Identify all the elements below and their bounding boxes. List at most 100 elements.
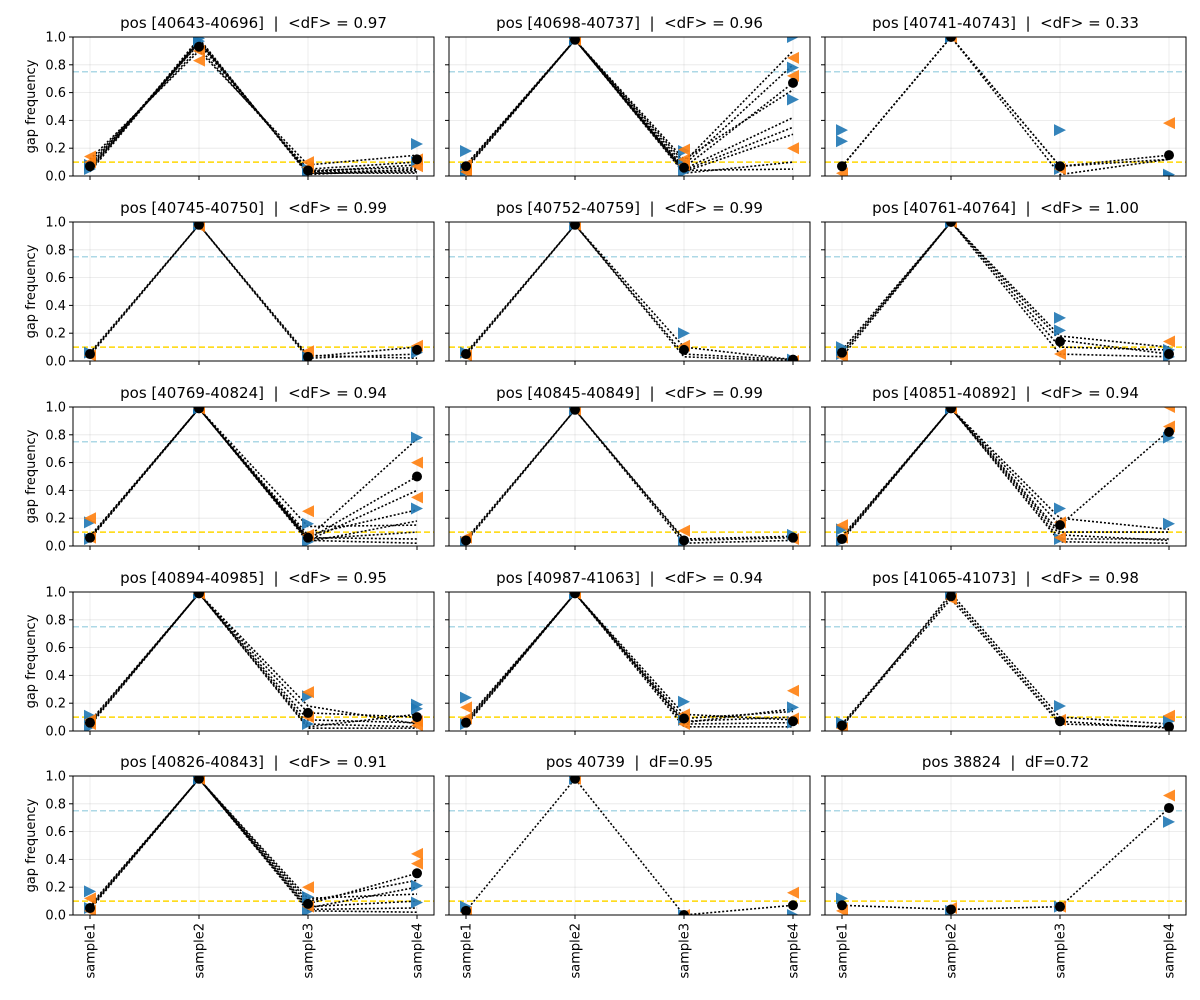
mean-dot-marker <box>1055 716 1065 727</box>
mean-dot-marker <box>679 910 689 915</box>
blue-triangle-marker <box>1054 124 1066 137</box>
panel-frame <box>72 36 435 177</box>
y-tick-label: 1.0 <box>45 216 66 231</box>
x-tick-label: sample4 <box>787 923 802 979</box>
orange-triangle-marker <box>84 892 96 905</box>
blue-triangle-marker <box>836 135 848 148</box>
y-tick-label: 0.8 <box>45 428 66 443</box>
orange-triangle-marker <box>1163 789 1175 802</box>
panel-data <box>84 407 423 546</box>
x-tick-label: sample1 <box>460 923 475 979</box>
panel-data <box>84 222 423 361</box>
mean-dot-marker <box>1164 349 1174 360</box>
mean-dot-marker <box>194 776 204 784</box>
series-line <box>465 592 794 726</box>
panel-title: pos [40698-40737] | <dF> = 0.96 <box>496 14 763 32</box>
y-tick-label: 0.0 <box>45 355 66 370</box>
series-line <box>841 597 1170 728</box>
series-line <box>841 222 1170 351</box>
panel-frame <box>824 591 1187 732</box>
orange-triangle-marker <box>1163 117 1175 130</box>
blue-triangle-marker <box>84 885 96 898</box>
panel-frame <box>448 221 811 362</box>
orange-triangle-marker <box>1163 709 1175 722</box>
mean-dot-marker <box>85 349 95 360</box>
mean-dot-marker <box>837 900 847 911</box>
mean-dot-marker <box>788 716 798 727</box>
y-tick-label: 0.0 <box>45 725 66 740</box>
mean-dot-marker <box>788 354 798 361</box>
panel-11: pos [40987-41063] | <dF> = 0.94 <box>445 569 811 735</box>
mean-dot-marker <box>1164 802 1174 813</box>
series-line <box>841 222 1170 355</box>
orange-triangle-marker <box>836 519 848 532</box>
mean-dot-marker <box>837 720 847 731</box>
panel-data <box>460 37 799 176</box>
mean-dot-marker <box>461 349 471 360</box>
y-tick-label: 0.8 <box>45 243 66 258</box>
orange-triangle-marker <box>1054 348 1066 361</box>
mean-dot-marker <box>570 222 580 230</box>
orange-triangle-marker <box>678 524 690 537</box>
orange-triangle-marker <box>787 684 799 697</box>
blue-triangle-marker <box>460 144 472 157</box>
panel-frame <box>448 775 811 916</box>
mean-dot-marker <box>1164 721 1174 731</box>
panel-title: pos [40987-41063] | <dF> = 0.94 <box>496 569 763 587</box>
series-line <box>841 407 1170 544</box>
panel-14: sample1 sample2 sample3 sample4 pos 40739 | … <box>445 753 811 979</box>
y-tick-label: 0.6 <box>45 456 66 471</box>
panel-title: pos [41065-41073] | <dF> = 0.98 <box>872 569 1139 587</box>
orange-triangle-marker <box>1163 407 1175 413</box>
y-tick-label: 0.6 <box>45 641 66 656</box>
mean-dot-marker <box>1055 336 1065 347</box>
y-tick-label: 0.8 <box>45 58 66 73</box>
blue-triangle-marker <box>1163 815 1175 828</box>
series-line <box>89 223 418 360</box>
panel-title: pos [40741-40743] | <dF> = 0.33 <box>872 14 1139 32</box>
panel-data <box>460 776 799 915</box>
panel-title: pos [40826-40843] | <dF> = 0.91 <box>120 753 387 771</box>
y-tick-label: 0.6 <box>45 86 66 101</box>
mean-dot-marker <box>461 161 471 172</box>
series-line <box>89 592 417 730</box>
panel-frame <box>72 591 435 732</box>
y-tick-label: 0.2 <box>45 697 66 712</box>
mean-dot-marker <box>1164 427 1174 438</box>
panel-data <box>460 592 799 731</box>
mean-dot-marker <box>788 532 798 543</box>
blue-triangle-marker <box>1163 517 1175 530</box>
x-tick-label: sample1 <box>84 923 99 979</box>
series-line <box>841 594 1170 729</box>
blue-triangle-marker <box>787 93 799 106</box>
y-tick-label: 1.0 <box>45 31 66 46</box>
y-tick-label: 0.0 <box>45 170 66 185</box>
y-tick-label: 0.2 <box>45 881 66 896</box>
orange-triangle-marker <box>302 881 314 894</box>
y-axis-label: gap frequency <box>24 429 39 523</box>
panel-title: pos [40745-40750] | <dF> = 0.99 <box>120 199 387 217</box>
series-line <box>465 408 794 545</box>
mean-dot-marker <box>85 161 95 172</box>
orange-triangle-marker <box>302 505 314 518</box>
mean-dot-marker <box>946 592 956 602</box>
series-line <box>465 223 794 361</box>
mean-dot-marker <box>303 898 313 909</box>
y-tick-label: 0.4 <box>45 853 66 868</box>
mean-dot-marker <box>679 713 689 724</box>
mean-dot-marker <box>412 154 422 165</box>
blue-triangle-marker <box>787 701 799 714</box>
series-line <box>89 777 418 908</box>
y-tick-label: 0.6 <box>45 825 66 840</box>
series-line <box>841 592 1170 728</box>
mean-dot-marker <box>412 344 422 355</box>
blue-triangle-marker <box>1054 324 1066 337</box>
blue-triangle-marker <box>302 517 314 530</box>
orange-triangle-marker <box>411 456 423 469</box>
panel-5: pos [40752-40759] | <dF> = 0.99 <box>445 199 811 365</box>
mean-dot-marker <box>412 471 422 482</box>
y-tick-label: 0.4 <box>45 669 66 684</box>
panel-title: pos [40761-40764] | <dF> = 1.00 <box>872 199 1139 217</box>
y-tick-label: 0.2 <box>45 142 66 157</box>
panel-3: pos [40741-40743] | <dF> = 0.33 <box>821 14 1187 180</box>
